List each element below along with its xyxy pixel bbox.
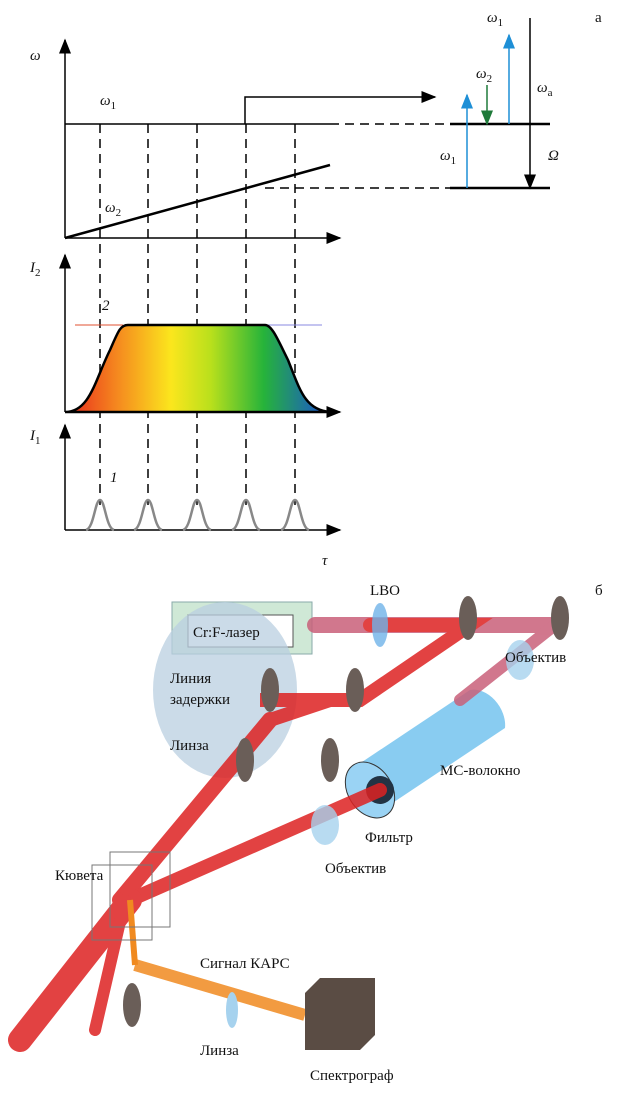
subscript: 1 — [35, 435, 41, 447]
subscript: 2 — [487, 73, 493, 85]
component-label: Фильтр — [365, 830, 413, 846]
symbol-label: 1 — [110, 470, 118, 486]
symbol-label: ω2 — [476, 66, 492, 85]
panel-b-drawing — [20, 596, 569, 1050]
symbol: ω — [100, 93, 111, 109]
symbol: τ — [322, 553, 328, 569]
subscript: 2 — [116, 207, 122, 219]
symbol: ω — [487, 10, 498, 26]
symbol: 1 — [110, 470, 118, 486]
symbol: ω — [476, 66, 487, 82]
symbol: ω — [30, 48, 41, 64]
symbol-label: Ω — [548, 148, 559, 164]
subscript: 1 — [451, 155, 457, 167]
symbol-label: ω1 — [100, 93, 116, 112]
figure: абωω1ω2I22I11τω1ω2ωaω1ΩLBOCr:F-лазерЛини… — [0, 0, 632, 1099]
component-label: Линза — [170, 738, 209, 754]
symbol: 2 — [102, 298, 110, 314]
component-label: Объектив — [325, 861, 386, 877]
component-label: задержки — [170, 692, 230, 708]
component-label: Кювета — [55, 868, 104, 884]
panel-label: б — [595, 583, 603, 599]
symbol-label: ω2 — [105, 200, 121, 219]
component-label: Линза — [200, 1043, 239, 1059]
symbol-label: ω1 — [440, 148, 456, 167]
symbol-label: ω1 — [487, 10, 503, 29]
symbol-label: τ — [322, 553, 328, 569]
symbol: ω — [537, 80, 548, 96]
component-label: МС-волокно — [440, 763, 520, 779]
subscript: 2 — [35, 267, 41, 279]
panel-a-drawing — [65, 18, 550, 530]
symbol: ω — [440, 148, 451, 164]
panel-label: а — [595, 10, 602, 26]
subscript: 1 — [111, 100, 117, 112]
component-label: Спектрограф — [310, 1068, 394, 1084]
component-label: Линия — [170, 671, 211, 687]
symbol-label: I2 — [29, 260, 41, 279]
symbol: ω — [105, 200, 116, 216]
symbol-label: ω — [30, 48, 41, 64]
component-label: LBO — [370, 583, 400, 599]
symbol-label: I1 — [29, 428, 41, 447]
component-label: Объектив — [505, 650, 566, 666]
symbol: Ω — [548, 148, 559, 164]
subscript: a — [548, 87, 553, 99]
component-label: Сигнал КАРС — [200, 956, 290, 972]
component-label: Cr:F-лазер — [193, 625, 260, 641]
symbol-label: ωa — [537, 80, 553, 99]
symbol-label: 2 — [102, 298, 110, 314]
subscript: 1 — [498, 17, 504, 29]
